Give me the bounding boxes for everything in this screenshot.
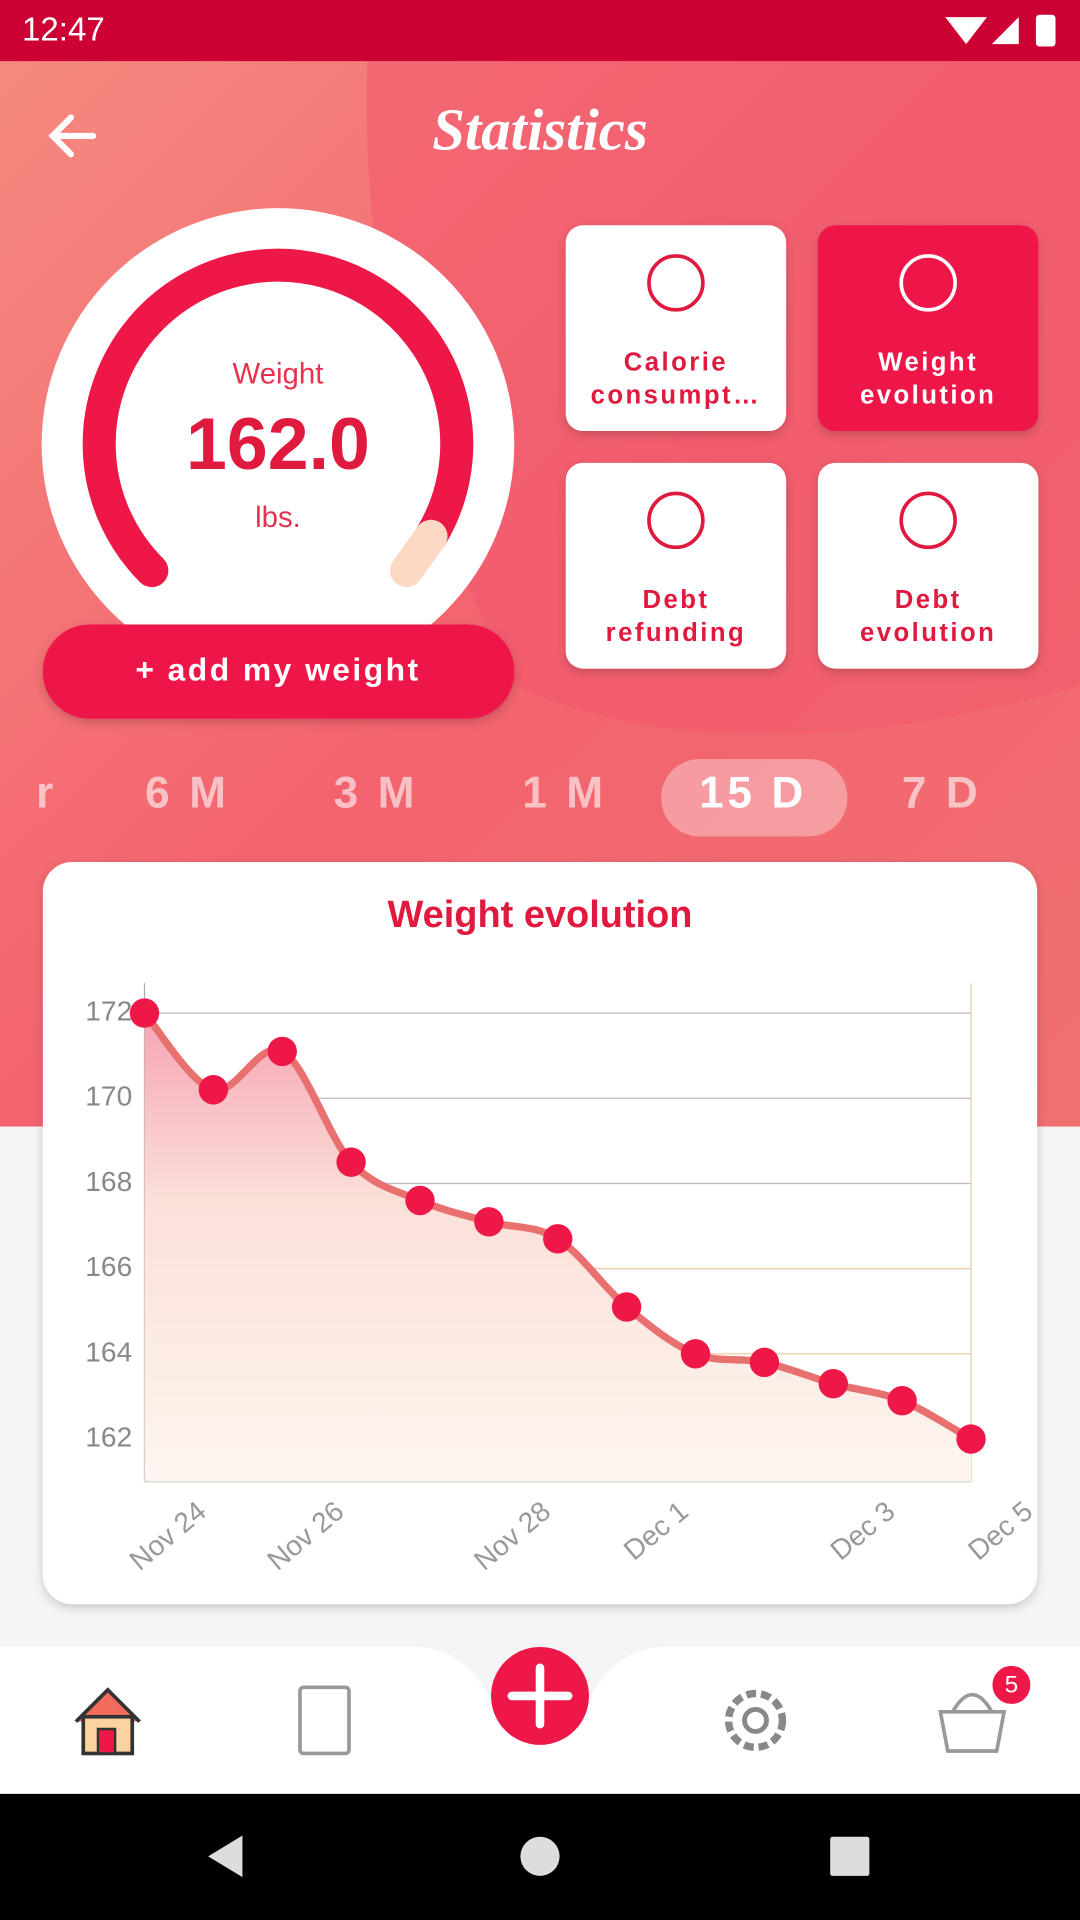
period-tab[interactable]: 1 M [522,769,607,818]
period-tab[interactable]: 3 M [334,769,419,818]
card-label: Debt [642,586,709,614]
card[interactable] [817,462,1039,669]
home-icon[interactable] [74,1687,141,1756]
back-button[interactable] [48,114,97,158]
gauge-value: 162.0 [186,402,370,485]
card[interactable] [817,225,1039,432]
period-pill [661,759,848,837]
period-tab[interactable]: 15 D [699,769,807,818]
y-tick-label: 168 [85,1166,132,1197]
settings-icon[interactable] [724,1689,787,1752]
gauge-arc [82,248,474,588]
card-label: evolution [860,382,996,410]
card-icon [899,491,957,550]
book-icon[interactable] [298,1685,351,1756]
point [611,1292,642,1322]
fab-plus [507,1663,573,1729]
point [474,1207,504,1237]
add-button[interactable] [42,624,515,719]
bottom-nav [0,1646,1080,1794]
y-tick-label: 164 [85,1336,132,1367]
card-label: Calorie [624,348,728,376]
point [336,1147,366,1177]
card-icon [899,254,957,312]
battery [1035,14,1056,47]
sys-home[interactable] [520,1836,560,1876]
y-tick-label: 162 [85,1421,132,1452]
card-label: consumpt… [591,382,762,410]
y-tick-label: 172 [85,996,132,1027]
point [680,1339,711,1369]
point [543,1224,573,1254]
period-tab[interactable]: r [36,769,57,818]
sys-recent[interactable] [830,1836,870,1876]
status-bar [0,0,1080,62]
card[interactable] [565,462,787,669]
point [887,1386,917,1416]
point [405,1185,435,1216]
badge-count: 5 [1005,1672,1019,1699]
point [749,1347,780,1378]
card-label: Weight [878,348,978,376]
basket-icon[interactable] [938,1693,1007,1753]
add-button-label: + add my weight [135,652,420,688]
title: Statistics [432,97,648,162]
y-tick-label: 166 [85,1251,132,1282]
point [198,1075,229,1105]
chart-title: Weight evolution [388,894,693,936]
card-icon [647,254,705,312]
time: 12:47 [22,12,105,49]
signal-icons [945,17,1019,45]
point [267,1036,297,1067]
gauge-unit: lbs. [255,501,301,534]
card-label: Debt [895,586,962,614]
point [956,1424,986,1454]
card[interactable] [565,225,787,432]
card-label: evolution [860,619,996,647]
card-label: refunding [606,619,747,647]
point [818,1368,848,1399]
sys-back[interactable] [208,1835,243,1878]
card-icon [647,491,705,550]
y-tick-label: 170 [85,1081,132,1112]
gauge-rest [390,519,448,588]
period-tab[interactable]: 7 D [902,769,982,818]
point [129,998,160,1028]
gauge-label: Weight [233,358,324,391]
period-tab[interactable]: 6 M [145,769,230,818]
badge [988,1662,1035,1708]
